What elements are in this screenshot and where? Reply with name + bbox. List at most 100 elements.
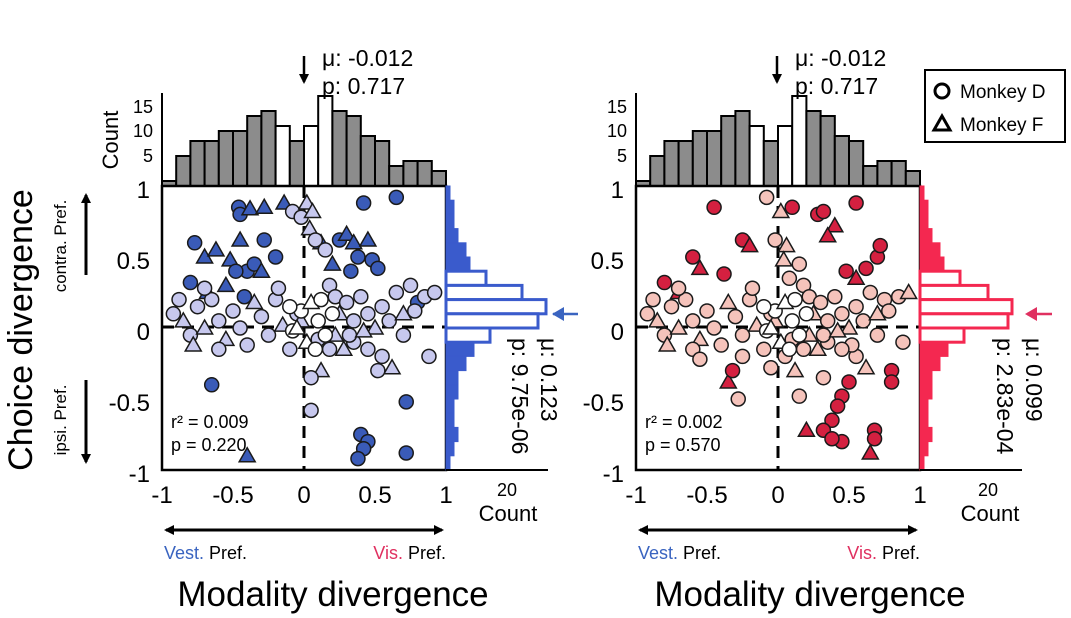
right-top-hist-bar	[777, 125, 794, 187]
left-top-hist-bar	[303, 125, 320, 187]
left-point-circle	[350, 450, 366, 467]
right-point-circle	[834, 306, 850, 322]
left-point-triangle	[358, 230, 378, 247]
right-point-circle	[883, 374, 900, 390]
left-point-circle	[186, 235, 203, 251]
left-xtick-0: 0	[297, 482, 310, 509]
left-side-hist-bar	[445, 228, 459, 244]
right-xtick-1: 1	[913, 482, 926, 509]
right-point-circle	[685, 249, 701, 265]
right-point-circle	[656, 274, 673, 291]
right-point-circle	[699, 303, 715, 319]
left-point-circle	[171, 291, 187, 308]
right-point-circle	[812, 294, 829, 311]
left-point-circle	[370, 362, 386, 379]
left-top-hist-ytick-10: 10	[133, 121, 153, 141]
left-point-circle	[260, 327, 277, 343]
panel-left: Count 15 10 5 μ: -0.012 p: 0.717 1 0.5 0…	[98, 45, 578, 614]
right-point-circle	[781, 341, 798, 358]
right-point-circle	[787, 291, 803, 308]
right-point-triangle	[808, 339, 828, 357]
right-point-circle	[706, 320, 722, 336]
left-point-circle	[282, 341, 298, 358]
left-top-hist-bar	[416, 160, 433, 187]
left-vest-pref-label: Vest. Pref.	[164, 543, 247, 563]
right-side-hist-bar	[919, 228, 933, 244]
right-side-hist-bar	[919, 242, 941, 258]
left-point-triangle	[240, 199, 260, 216]
left-point-circle	[211, 341, 227, 358]
left-point-circle	[189, 298, 206, 315]
right-side-hist-xtick: 20	[978, 480, 998, 500]
left-point-circle	[232, 320, 248, 336]
left-top-histogram: Count 15 10 5 μ: -0.012 p: 0.717	[98, 45, 447, 187]
left-top-hist-bar	[359, 135, 376, 187]
left-point-circle	[225, 303, 241, 319]
right-point-triangle	[719, 372, 738, 389]
right-top-mu-label: μ: -0.012	[795, 45, 886, 71]
left-modality-annotation: Vest. Pref. Vis. Pref. Modality divergen…	[164, 525, 489, 614]
left-point-circle	[360, 341, 376, 358]
right-vest-pref-rest: Pref.	[678, 543, 721, 563]
right-top-hist-bar	[706, 130, 723, 187]
legend-circle-marker	[933, 82, 951, 100]
left-point-circle	[353, 289, 369, 305]
legend-box	[924, 69, 1066, 143]
right-ytick-0: 0	[611, 319, 624, 346]
right-side-hist-bar	[919, 441, 929, 457]
right-point-circle	[713, 337, 729, 353]
right-point-triangle	[856, 358, 876, 375]
choice-divergence-axis-annotation: Choice divergence contra. Pref. ipsi. Pr…	[2, 189, 91, 471]
left-side-hist-bar	[445, 412, 455, 428]
left-side-hist-bar	[445, 185, 451, 201]
right-point-circle	[815, 327, 832, 343]
left-point-triangle	[195, 318, 214, 335]
left-point-circle	[395, 327, 412, 343]
right-point-triangle	[899, 282, 918, 300]
left-point-circle	[426, 284, 443, 301]
left-side-histogram: 20 Count μ: 0.123 p: 9.75e-06	[444, 185, 578, 526]
right-point-triangle	[690, 329, 710, 347]
right-point-circle	[677, 291, 694, 308]
left-top-hist-bar	[189, 140, 206, 187]
left-point-circle	[211, 313, 227, 329]
left-point-triangle	[354, 321, 373, 338]
right-top-hist-bar	[862, 165, 879, 187]
left-point-triangle	[174, 311, 193, 328]
left-vis-pref-label: Vis. Pref.	[373, 543, 446, 563]
right-point-circle	[815, 369, 832, 386]
left-top-p-label: p: 0.717	[322, 73, 405, 99]
left-point-circle	[374, 298, 390, 315]
left-point-triangle	[230, 230, 250, 247]
left-side-hist-bars	[444, 185, 548, 471]
right-point-circle	[827, 289, 843, 305]
left-point-triangle	[303, 202, 322, 219]
right-top-hist-bar	[762, 140, 779, 187]
left-top-hist-bar	[175, 155, 192, 187]
left-point-triangle	[254, 197, 274, 215]
panel-right: 15 10 5 μ: -0.012 p: 0.717 1 0.5 0 -0.5 …	[583, 45, 1052, 614]
left-point-circle	[421, 348, 437, 365]
right-point-circle	[834, 341, 850, 358]
right-top-hist-bar	[819, 115, 836, 187]
right-side-hist-bar	[918, 298, 1014, 316]
left-point-triangle	[323, 254, 342, 271]
left-top-hist-bar	[331, 110, 348, 187]
left-point-circle	[350, 249, 366, 265]
right-point-triangle	[828, 321, 847, 338]
contra-pref-label: contra. Pref.	[51, 200, 70, 293]
right-xtick-m05: -0.5	[686, 482, 727, 509]
left-scatter-points	[165, 189, 443, 467]
left-point-circle	[282, 298, 298, 315]
right-point-circle	[881, 303, 897, 319]
right-point-circle	[829, 398, 846, 414]
right-point-circle	[784, 199, 800, 216]
left-point-circle	[236, 289, 253, 305]
right-point-circle	[841, 374, 857, 390]
left-point-circle	[317, 327, 334, 343]
left-vis-word: Vis.	[373, 543, 403, 563]
left-point-circle	[370, 260, 386, 277]
right-point-circle	[734, 327, 751, 343]
left-point-triangle	[365, 318, 385, 335]
right-point-triangle	[785, 361, 805, 378]
